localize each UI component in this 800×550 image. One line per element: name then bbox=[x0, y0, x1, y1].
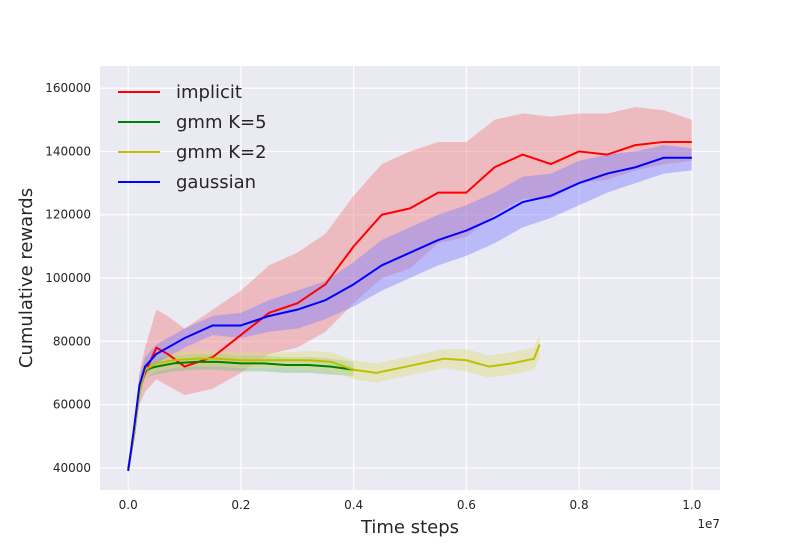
gaussian-legend-label: gaussian bbox=[176, 172, 256, 193]
x-tick-label: 0.0 bbox=[119, 498, 138, 512]
y-axis-title: Cumulative rewards bbox=[16, 188, 37, 368]
gmm-k-2-band bbox=[128, 333, 540, 468]
grid-lines bbox=[100, 66, 720, 490]
y-tick-label: 120000 bbox=[45, 208, 91, 222]
x-tick-label: 1.0 bbox=[682, 498, 701, 512]
y-tick-label: 100000 bbox=[45, 271, 91, 285]
y-tick-label: 80000 bbox=[53, 334, 91, 348]
implicit-line bbox=[127, 140, 692, 470]
x-tick-label: 0.6 bbox=[457, 498, 476, 512]
confidence-bands bbox=[128, 107, 692, 472]
x-tick-labels: 0.0 0.2 0.4 0.6 0.8 1.0 bbox=[119, 498, 702, 512]
gaussian-band bbox=[128, 145, 692, 472]
y-tick-label: 160000 bbox=[45, 81, 91, 95]
legend: implicit gmm K=5 gmm K=2 gaussian bbox=[118, 82, 267, 193]
gmm-k-2-legend-label: gmm K=2 bbox=[176, 142, 267, 163]
gaussian-line bbox=[127, 156, 692, 472]
gmm-k-5-band bbox=[128, 353, 354, 468]
y-tick-label: 140000 bbox=[45, 144, 91, 158]
x-axis-title: Time steps bbox=[360, 517, 459, 538]
gmm-k-2-line bbox=[127, 344, 541, 469]
series-lines bbox=[127, 140, 692, 472]
x-tick-label: 0.4 bbox=[344, 498, 363, 512]
implicit-band bbox=[128, 107, 692, 470]
x-tick-label: 0.8 bbox=[570, 498, 589, 512]
y-tick-label: 40000 bbox=[53, 461, 91, 475]
x-tick-label: 0.2 bbox=[231, 498, 250, 512]
y-tick-label: 60000 bbox=[53, 398, 91, 412]
gmm-k-5-legend-label: gmm K=5 bbox=[176, 112, 267, 133]
x-axis-offset-label: 1e7 bbox=[697, 517, 720, 531]
y-tick-labels: 40000 60000 80000 100000 120000 140000 160000 bbox=[45, 81, 91, 475]
implicit-legend-label: implicit bbox=[176, 82, 242, 103]
